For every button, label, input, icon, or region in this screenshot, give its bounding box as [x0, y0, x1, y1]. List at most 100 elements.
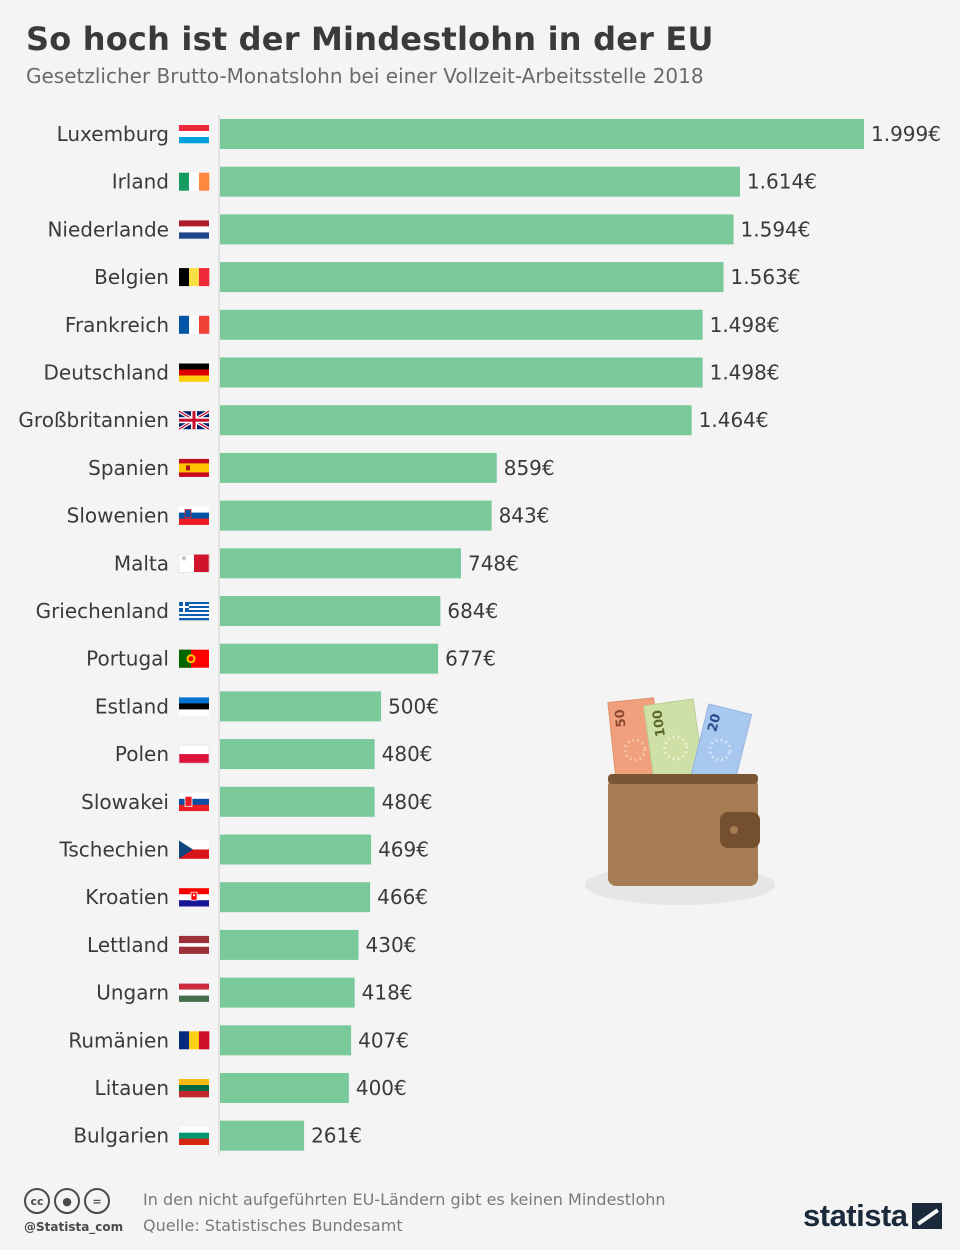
ireland-flag-icon	[179, 172, 210, 191]
category-label: Tschechien	[58, 838, 169, 862]
value-label: 261€	[311, 1124, 362, 1148]
latvia-flag-icon	[179, 935, 209, 954]
bar-row: Irland 1.614€	[112, 166, 817, 197]
bar	[220, 786, 375, 817]
category-label: Bulgarien	[73, 1124, 169, 1148]
bar-chart: Luxemburg 1.999€ Irland 1.614€ Niederlande 1.…	[18, 115, 941, 1155]
croatia-flag-icon	[179, 888, 209, 907]
value-label: 1.614€	[747, 170, 817, 194]
value-label: 1.594€	[741, 217, 811, 241]
bar	[220, 643, 439, 674]
bar-row: Frankreich 1.498€	[65, 309, 780, 340]
netherlands-flag-icon	[179, 220, 209, 239]
bar	[220, 166, 740, 197]
value-label: 407€	[358, 1028, 409, 1052]
poland-flag-icon	[178, 744, 210, 764]
footer-note: In den nicht aufgeführten EU-Ländern gib…	[143, 1190, 666, 1209]
value-label: 1.464€	[699, 408, 769, 432]
bar-row: Luxemburg 1.999€	[57, 119, 941, 149]
bar	[220, 262, 724, 293]
bar	[220, 882, 371, 913]
spain-flag-icon	[179, 458, 209, 477]
value-label: 1.563€	[731, 265, 801, 289]
bar-row: Tschechien 469€	[58, 834, 429, 865]
category-label: Luxemburg	[57, 122, 169, 146]
category-label: Großbritannien	[18, 408, 169, 432]
bar-row: Lettland 430€	[87, 929, 417, 960]
category-label: Slowenien	[67, 504, 169, 528]
category-label: Polen	[115, 742, 169, 766]
bar-row: Deutschland 1.498€	[44, 357, 780, 388]
germany-flag-icon	[179, 363, 209, 382]
bar-row: Griechenland 684€	[36, 596, 498, 626]
bar-row: Polen 480€	[115, 739, 433, 770]
statista-handle[interactable]: @Statista_com	[24, 1220, 124, 1234]
lithuania-flag-icon	[179, 1079, 209, 1098]
statista-wordmark: statista	[803, 1198, 908, 1233]
bulgaria-flag-icon	[179, 1126, 209, 1145]
france-flag-icon	[179, 315, 210, 334]
bar	[220, 309, 703, 340]
banknote-100-label: 100	[650, 709, 669, 738]
category-label: Griechenland	[36, 599, 169, 623]
bar-row: Slowenien 843€	[67, 500, 549, 531]
estonia-flag-icon	[179, 697, 209, 716]
belgium-flag-icon	[179, 268, 210, 287]
license-icons: cc ● =	[24, 1188, 110, 1214]
bar	[220, 405, 692, 436]
bar-row: Niederlande 1.594€	[47, 214, 811, 245]
bar	[220, 834, 372, 865]
bar	[220, 691, 382, 722]
category-label: Portugal	[86, 647, 169, 671]
czechia-flag-icon	[179, 840, 209, 859]
cc-icon: cc	[24, 1188, 50, 1214]
greece-flag-icon	[179, 602, 209, 621]
chart-subtitle: Gesetzlicher Brutto-Monatslohn bei einer…	[26, 64, 704, 88]
category-label: Deutschland	[44, 361, 170, 385]
bar	[220, 119, 864, 149]
bar	[220, 1025, 352, 1056]
bar-row: Estland 500€	[95, 691, 439, 722]
bar	[220, 214, 734, 245]
category-label: Niederlande	[47, 217, 169, 241]
banknote-50-label: 50	[613, 708, 630, 728]
bar	[220, 1073, 349, 1103]
category-label: Ungarn	[96, 981, 169, 1005]
by-icon: ●	[54, 1188, 80, 1214]
value-label: 430€	[366, 933, 417, 957]
value-label: 859€	[504, 456, 555, 480]
bar	[220, 500, 492, 531]
value-label: 500€	[388, 694, 439, 718]
bar-row: Bulgarien 261€	[73, 1120, 362, 1151]
uk-flag-icon	[178, 409, 210, 431]
category-label: Spanien	[88, 456, 169, 480]
value-label: 469€	[378, 838, 429, 862]
bar-row: Spanien 859€	[88, 452, 555, 483]
footer-source: Quelle: Statistisches Bundesamt	[143, 1216, 403, 1235]
value-label: 677€	[445, 647, 496, 671]
value-label: 684€	[447, 599, 498, 623]
bar-row: Ungarn 418€	[96, 977, 413, 1008]
category-label: Belgien	[94, 265, 169, 289]
bar-row: Rumänien 407€	[68, 1025, 409, 1056]
value-label: 480€	[382, 742, 433, 766]
bar	[220, 548, 461, 579]
bar-row: Belgien 1.563€	[94, 262, 801, 293]
malta-flag-icon	[178, 553, 210, 573]
hungary-flag-icon	[179, 983, 209, 1002]
category-label: Malta	[114, 551, 169, 575]
value-label: 480€	[382, 790, 433, 814]
bar-row: Litauen 400€	[95, 1073, 407, 1103]
bar-row: Portugal 677€	[86, 643, 496, 674]
romania-flag-icon	[179, 1031, 210, 1050]
statista-logo[interactable]: statista	[803, 1198, 942, 1234]
slovakia-flag-icon	[179, 792, 209, 812]
value-label: 1.498€	[710, 313, 780, 337]
slovenia-flag-icon	[179, 506, 209, 525]
bar	[220, 596, 441, 626]
bar	[220, 357, 703, 388]
bar	[220, 452, 497, 483]
value-label: 418€	[362, 981, 413, 1005]
luxembourg-flag-icon	[179, 125, 209, 144]
nd-icon: =	[84, 1188, 110, 1214]
